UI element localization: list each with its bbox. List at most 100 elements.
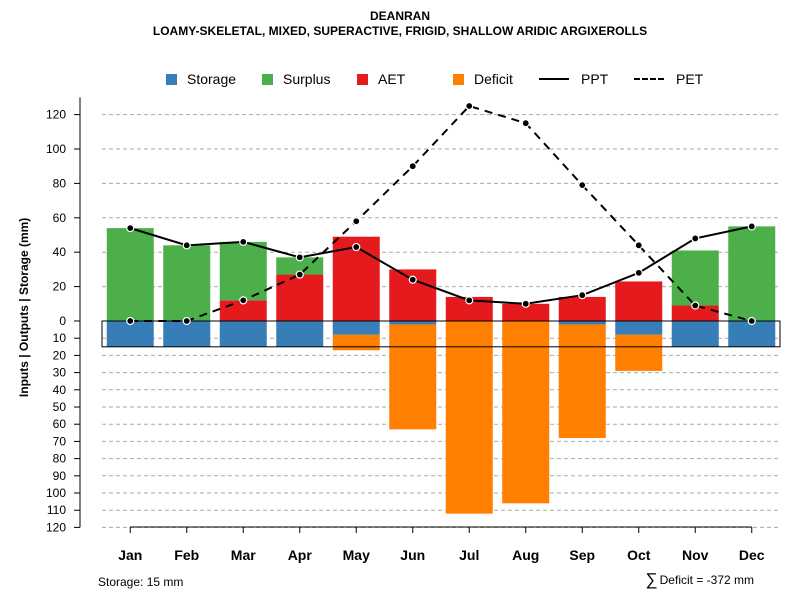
y-tick-label: 0 xyxy=(59,314,66,328)
y-tick-label: 120 xyxy=(46,520,66,534)
y-tick-label: 30 xyxy=(53,366,67,380)
ppt-point xyxy=(634,268,643,277)
surplus-bar xyxy=(219,241,267,301)
ppt-point xyxy=(578,291,587,300)
pet-point xyxy=(126,316,135,326)
x-tick-label: Feb xyxy=(174,547,199,563)
ppt-point xyxy=(747,222,756,231)
x-tick-label: Jun xyxy=(400,547,425,563)
y-tick-label: 70 xyxy=(53,434,67,448)
x-tick-label: Nov xyxy=(682,547,709,563)
y-tick-label: 20 xyxy=(53,280,67,294)
legend-storage-label: Storage xyxy=(187,71,237,87)
storage-bar xyxy=(332,321,380,335)
x-tick-label: Jan xyxy=(118,547,142,563)
legend-deficit-swatch xyxy=(453,73,464,85)
y-tick-label: 80 xyxy=(53,452,67,466)
y-tick-label: 10 xyxy=(53,331,67,345)
x-tick-label: Apr xyxy=(288,547,313,563)
ppt-point xyxy=(239,237,248,246)
chart-title: DEANRAN xyxy=(370,9,430,23)
storage-bar xyxy=(671,321,719,347)
x-tick-label: Jul xyxy=(459,547,479,563)
legend-surplus-swatch xyxy=(262,73,273,85)
pet-point xyxy=(521,119,530,128)
y-tick-label: 110 xyxy=(47,503,66,517)
aet-bar xyxy=(502,303,550,321)
legend-storage: Storage xyxy=(166,70,236,88)
aet-bar xyxy=(671,305,719,321)
storage-bar xyxy=(728,321,776,347)
surplus-bar xyxy=(671,250,719,306)
storage-bar xyxy=(615,321,663,335)
y-tick-label: 40 xyxy=(53,245,67,259)
y-tick-label: 90 xyxy=(53,469,67,483)
pet-point xyxy=(408,162,417,171)
legend-aet: AET xyxy=(357,70,405,88)
pet-point xyxy=(634,241,643,250)
pet-point xyxy=(239,296,248,305)
surplus-bar xyxy=(163,245,211,321)
surplus-bar xyxy=(106,228,154,321)
y-tick-label: 60 xyxy=(53,417,67,431)
ppt-point xyxy=(408,275,417,284)
x-tick-label: May xyxy=(343,547,370,563)
legend-pet-line xyxy=(634,78,664,80)
ppt-point xyxy=(126,224,135,233)
x-tick-label: Mar xyxy=(231,547,256,563)
pet-point xyxy=(465,101,474,111)
pet-point xyxy=(691,301,700,310)
legend-ppt-label: PPT xyxy=(581,71,609,87)
legend-surplus-label: Surplus xyxy=(283,71,331,87)
legend-pet: PET xyxy=(634,70,703,88)
y-axis-label: Inputs | Outputs | Storage (mm) xyxy=(17,218,31,397)
ppt-line xyxy=(129,225,752,305)
deficit-bar xyxy=(332,334,380,351)
legend-storage-swatch xyxy=(166,73,177,85)
y-tick-label: 120 xyxy=(46,108,66,122)
y-tick-label: 60 xyxy=(53,211,67,225)
ppt-point xyxy=(521,299,530,308)
storage-bar xyxy=(276,321,324,347)
ppt-point xyxy=(182,241,191,250)
deficit-bar xyxy=(502,321,550,504)
storage-bar xyxy=(163,321,211,347)
storage-capacity-box xyxy=(101,320,781,348)
legend-aet-label: AET xyxy=(378,71,406,87)
aet-bar xyxy=(615,281,663,321)
storage-note: Storage: 15 mm xyxy=(98,575,184,589)
legend-surplus: Surplus xyxy=(262,70,330,88)
legend-deficit: Deficit xyxy=(453,70,513,88)
x-tick-label: Oct xyxy=(627,547,651,563)
sigma-symbol: ∑ xyxy=(645,570,658,589)
storage-bar xyxy=(106,321,154,347)
deficit-bar xyxy=(615,334,663,371)
legend-aet-swatch xyxy=(357,73,368,85)
deficit-bar xyxy=(445,321,493,514)
storage-bar xyxy=(558,321,606,325)
y-tick-label: 100 xyxy=(46,142,66,156)
pet-point xyxy=(295,270,304,279)
pet-point xyxy=(352,217,361,226)
legend-pet-label: PET xyxy=(676,71,704,87)
storage-bar xyxy=(389,321,437,325)
y-tick-label: 40 xyxy=(53,383,67,397)
ppt-point xyxy=(352,242,361,252)
deficit-total: Deficit = -372 mm xyxy=(659,573,754,587)
y-tick-label: 50 xyxy=(53,400,67,414)
storage-bar xyxy=(219,321,267,347)
deficit-bar xyxy=(558,324,606,438)
x-tick-label: Dec xyxy=(739,547,765,563)
ppt-point xyxy=(465,296,474,305)
y-tick-label: 20 xyxy=(53,348,67,362)
legend-deficit-label: Deficit xyxy=(474,71,513,87)
chart-subtitle: LOAMY-SKELETAL, MIXED, SUPERACTIVE, FRIG… xyxy=(152,24,648,38)
pet-point xyxy=(747,316,756,326)
aet-bar xyxy=(558,296,606,321)
ppt-point xyxy=(295,253,304,262)
surplus-bar xyxy=(276,257,324,275)
pet-point xyxy=(182,316,191,326)
x-tick-label: Aug xyxy=(512,547,539,563)
legend-ppt-line xyxy=(539,78,569,80)
